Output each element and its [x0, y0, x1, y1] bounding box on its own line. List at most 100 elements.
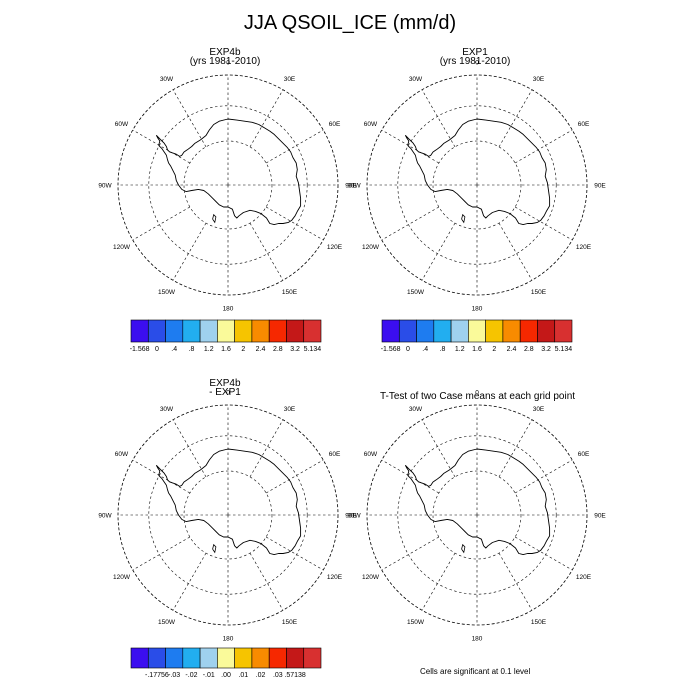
longitude-label: 180: [472, 306, 483, 313]
meridian-line: [381, 206, 440, 241]
meridian-line: [381, 536, 440, 571]
colorbar-label: .4: [171, 346, 177, 353]
longitude-label: 0: [475, 60, 479, 67]
colorbar-label: -1.568: [130, 346, 150, 353]
latitude-circle: [183, 470, 273, 560]
longitude-label: 180: [223, 636, 234, 643]
meridian-line: [498, 552, 533, 611]
longitude-label: 60W: [364, 451, 378, 458]
colorbar-swatch: [303, 647, 322, 669]
longitude-label: 180: [472, 636, 483, 643]
longitude-label: 120E: [327, 574, 343, 581]
colorbar-label: 2: [492, 346, 496, 353]
colorbar-label: .02: [256, 672, 266, 679]
meridian-line: [172, 552, 207, 611]
colorbar-label: 2.4: [507, 346, 517, 353]
colorbar-label: .03: [273, 672, 283, 679]
longitude-label: 60W: [364, 121, 378, 128]
longitude-label: 60E: [578, 451, 590, 458]
longitude-label: 90E: [345, 513, 357, 520]
antarctica-coastline: [405, 118, 551, 226]
colorbar-label: -.02: [185, 672, 197, 679]
longitude-label: 150E: [282, 619, 298, 626]
meridian-line: [132, 536, 191, 571]
longitude-label: 90W: [98, 513, 112, 520]
figure-title: JJA QSOIL_ICE (mm/d): [243, 12, 457, 34]
meridian-line: [514, 129, 573, 164]
colorbar-swatch: [554, 319, 573, 343]
longitude-label: 90E: [594, 183, 606, 190]
meridian-line: [498, 222, 533, 281]
meridian-line: [249, 89, 284, 148]
longitude-label: 90W: [98, 183, 112, 190]
longitude-label: 150E: [282, 289, 298, 296]
longitude-label: 30W: [160, 76, 174, 83]
colorbar-label: .00: [221, 672, 231, 679]
colorbar-label: 3.2: [290, 346, 300, 353]
polar-map-exp4b-graticule: 0 30E 60E 90E 120E 150E 180 150W 120W 90W 60W 30W: [98, 60, 357, 313]
significance-footnote: Cells are significant at 0.1 level: [420, 667, 531, 676]
longitude-label: 30E: [284, 76, 296, 83]
panel-title-difference: EXP4b - EXP1: [140, 379, 310, 398]
colorbar-label: -1.568: [381, 346, 401, 353]
colorbar-label: 0: [155, 346, 159, 353]
longitude-label: 120E: [576, 244, 592, 251]
longitude-label: 150W: [158, 289, 176, 296]
longitude-label: 60E: [578, 121, 590, 128]
colorbar-label: -.03: [168, 672, 180, 679]
meridian-line: [421, 552, 456, 611]
colorbar-label: 2: [241, 346, 245, 353]
longitude-label: 30E: [533, 406, 545, 413]
panel-title-line-2: (yrs 1981-2010): [439, 56, 511, 67]
colorbar-label: -.17756: [145, 672, 169, 679]
colorbar-swatch: [303, 319, 322, 343]
antarctica-coastline: [156, 118, 302, 226]
longitude-label: 90E: [345, 183, 357, 190]
colorbar-label: 0: [406, 346, 410, 353]
colorbar-label: 1.2: [455, 346, 465, 353]
longitude-label: 150E: [531, 289, 547, 296]
colorbar-label: 1.2: [204, 346, 214, 353]
polar-map-exp1-graticule: 0 30E 60E 90E 120E 150E 180 150W 120W 90W 60W 30W: [347, 60, 606, 313]
meridian-line: [265, 459, 324, 494]
colorbar-label: .57138: [284, 672, 306, 679]
latitude-circle: [432, 470, 522, 560]
meridian-line: [514, 206, 573, 241]
longitude-label: 30W: [409, 406, 423, 413]
longitude-label: 60W: [115, 451, 129, 458]
colorbar-label: 2.4: [256, 346, 266, 353]
panel-title-line-2: - EXP1: [209, 387, 241, 398]
colorbar-label: 3.2: [541, 346, 551, 353]
colorbar-label: 1.6: [472, 346, 482, 353]
latitude-circle: [397, 435, 557, 595]
meridian-line: [421, 222, 456, 281]
polar-map-ttest-graticule: 0 30E 60E 90E 120E 150E 180 150W 120W 90W 60W 30W: [347, 390, 606, 643]
latitude-circle: [183, 140, 273, 230]
meridian-line: [249, 552, 284, 611]
colorbar-label: 5.134: [304, 346, 322, 353]
colorbar-label: .8: [189, 346, 195, 353]
longitude-label: 150W: [407, 289, 425, 296]
colorbar-label: 2.8: [524, 346, 534, 353]
meridian-line: [249, 419, 284, 478]
meridian-line: [498, 419, 533, 478]
longitude-label: 0: [226, 390, 230, 397]
panel-title-ttest: T-Test of two Case means at each grid po…: [360, 392, 595, 402]
longitude-label: 150W: [407, 619, 425, 626]
longitude-label: 180: [223, 306, 234, 313]
longitude-label: 120W: [362, 574, 380, 581]
map-boundary: [117, 404, 339, 626]
polar-map-difference-graticule: 0 30E 60E 90E 120E 150E 180 150W 120W 90W 60W 30W: [98, 390, 357, 643]
latitude-circle: [432, 140, 522, 230]
panel-title-line-1: EXP4b: [209, 47, 241, 58]
latitude-circle: [148, 435, 308, 595]
meridian-line: [249, 222, 284, 281]
panel-title-line-2: (yrs 1981-2010): [189, 56, 261, 67]
longitude-label: 60E: [329, 121, 341, 128]
